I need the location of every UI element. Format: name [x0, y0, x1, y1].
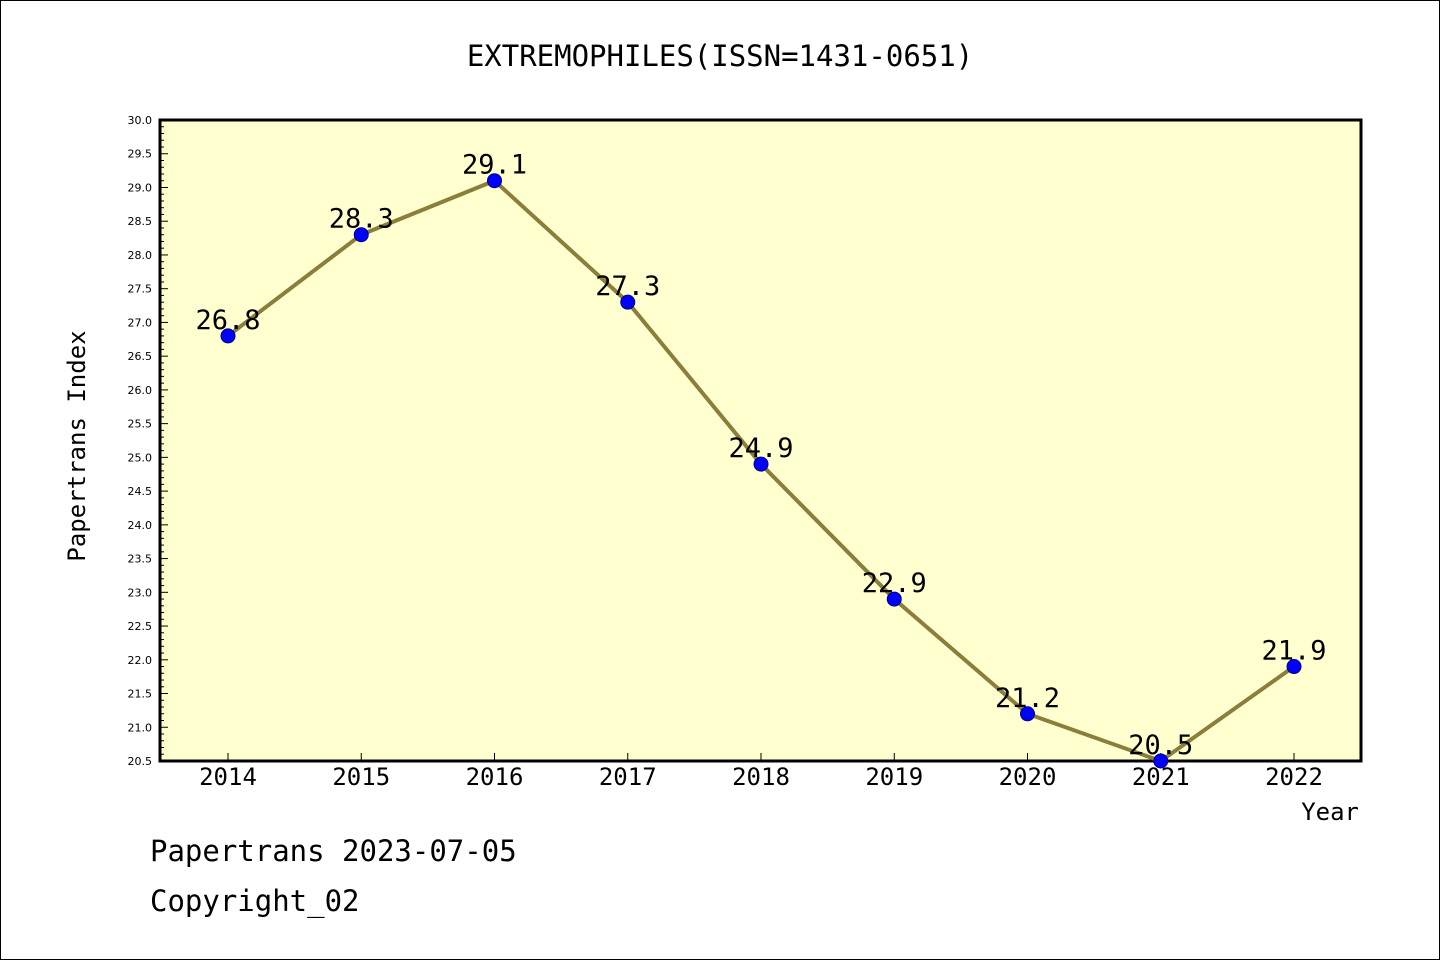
- x-axis-label: Year: [1301, 798, 1359, 826]
- data-label: 20.5: [1128, 730, 1193, 761]
- data-label: 21.9: [1261, 636, 1326, 667]
- x-tick-label: 2018: [732, 763, 790, 791]
- series-markers: [220, 173, 1302, 769]
- data-point: [487, 173, 502, 189]
- data-point: [1286, 659, 1302, 675]
- y-tick-label: 30.0: [128, 114, 153, 127]
- data-label: 21.2: [995, 683, 1060, 714]
- y-tick-label: 28.0: [128, 249, 153, 262]
- y-tick-label: 24.0: [128, 519, 153, 532]
- y-tick-label: 21.0: [128, 721, 153, 734]
- x-tick-label: 2022: [1265, 763, 1323, 791]
- y-tick-label: 28.5: [128, 215, 153, 228]
- y-tick-label: 23.5: [128, 553, 153, 566]
- y-tick-label: 29.5: [128, 148, 153, 161]
- x-tick-label: 2014: [199, 763, 257, 791]
- data-point: [1020, 706, 1035, 722]
- data-point: [220, 328, 236, 344]
- y-tick-label: 26.0: [128, 384, 153, 397]
- data-labels: 26.8 28.3 29.1 27.3 24.9 22.9 21.2 20.5 21.9: [195, 150, 1326, 761]
- plot-area: [158, 118, 1363, 763]
- footer-date: Papertrans 2023-07-05: [150, 834, 517, 868]
- y-tick-label: 23.0: [128, 586, 153, 599]
- x-tick-label: 2016: [466, 763, 524, 791]
- data-point: [886, 591, 902, 607]
- x-tick-label: 2019: [865, 763, 923, 791]
- y-tick-label: 29.0: [128, 181, 153, 194]
- y-tick-label: 26.5: [128, 350, 153, 363]
- y-tick-label: 27.0: [128, 316, 153, 329]
- y-tick-label: 25.0: [128, 451, 153, 464]
- y-tick-label: 21.5: [128, 688, 153, 701]
- y-tick-label: 22.5: [128, 620, 153, 633]
- data-label: 27.3: [595, 271, 660, 302]
- chart-title: EXTREMOPHILES(ISSN=1431-0651): [467, 39, 973, 73]
- y-axis: 20.5 21.0 21.5 22.0 22.5 23.0 23.5 24.0 24.5 25.0…: [128, 114, 168, 768]
- x-tick-label: 2020: [999, 763, 1057, 791]
- data-label: 26.8: [195, 305, 260, 336]
- data-label: 22.9: [862, 568, 927, 599]
- data-point: [620, 294, 636, 310]
- y-axis-label: Papertrans Index: [63, 330, 91, 561]
- data-label: 28.3: [329, 204, 394, 235]
- data-point: [1153, 753, 1169, 769]
- data-point: [753, 456, 769, 472]
- data-point: [353, 227, 369, 243]
- footer-copyright: Copyright_02: [150, 884, 360, 918]
- data-label: 24.9: [728, 433, 793, 464]
- x-tick-label: 2015: [332, 763, 390, 791]
- x-tick-label: 2017: [599, 763, 657, 791]
- x-axis: 2014 2015 2016 2017 2018 2019 2020 2021 2022: [199, 753, 1323, 791]
- y-tick-label: 22.0: [128, 654, 153, 667]
- y-tick-label: 25.5: [128, 418, 153, 431]
- data-label: 29.1: [462, 150, 527, 181]
- y-tick-label: 24.5: [128, 485, 153, 498]
- y-tick-label: 20.5: [128, 755, 153, 768]
- y-tick-label: 27.5: [128, 283, 153, 296]
